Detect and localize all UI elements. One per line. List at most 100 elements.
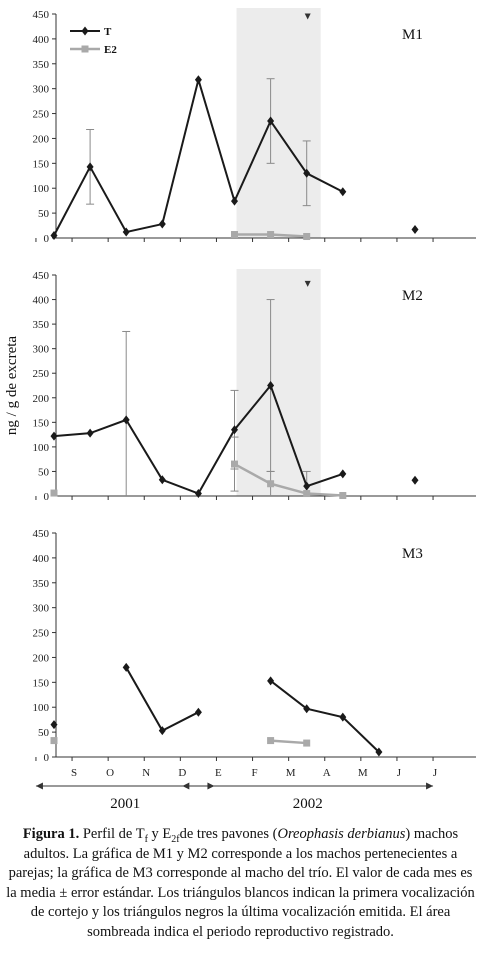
data-point-diamond <box>375 747 383 757</box>
data-point-diamond <box>158 219 166 229</box>
series-line <box>270 739 307 745</box>
data-point-diamond <box>267 676 275 686</box>
data-point-diamond <box>411 475 419 485</box>
data-point-square <box>231 231 238 239</box>
y-tick-label: 100 <box>33 183 50 195</box>
figure-chart: 050100150200250300350400450M1TE205010015… <box>4 8 476 812</box>
x-tick-label: J <box>433 767 438 779</box>
x-tick-label: M <box>286 767 296 779</box>
x-tick-label: D <box>178 767 186 779</box>
data-point-diamond <box>122 662 130 672</box>
caption-species: Oreophasis derbianus <box>277 826 406 842</box>
data-point-diamond <box>50 720 58 730</box>
y-tick-label: 150 <box>33 677 50 689</box>
x-tick-label: M <box>358 767 368 779</box>
legend: T E2 <box>70 26 117 56</box>
data-point-diamond <box>194 75 202 85</box>
series-t <box>50 299 419 499</box>
data-point-square <box>50 489 58 497</box>
data-point-square <box>267 737 275 745</box>
data-point-diamond <box>267 116 275 126</box>
data-point-diamond <box>303 704 311 714</box>
y-tick-label: 250 <box>33 628 50 640</box>
y-tick-label: 50 <box>38 727 50 739</box>
y-tick-label: 350 <box>33 319 50 331</box>
y-tick-label: 0 <box>44 491 50 503</box>
data-point-diamond <box>122 227 130 237</box>
data-point-square <box>267 480 275 488</box>
year-label: 2002 <box>293 796 323 812</box>
y-tick-label: 300 <box>33 84 50 96</box>
data-point-diamond <box>86 428 94 438</box>
x-tick-label: N <box>142 767 150 779</box>
data-point-diamond <box>86 162 94 172</box>
caption-label: Figura 1. <box>22 826 80 842</box>
legend-label-t: T <box>104 26 112 38</box>
data-point-square <box>267 231 275 239</box>
y-tick-label: 150 <box>33 417 50 429</box>
y-tick-label: 400 <box>33 295 50 307</box>
data-point-square <box>50 737 58 745</box>
panel-label: M3 <box>402 546 423 562</box>
x-tick-label: A <box>323 767 331 779</box>
caption-subscript-2: 2f <box>171 833 180 845</box>
y-tick-label: 250 <box>33 368 50 380</box>
caption-text-3: de tres pavones ( <box>179 826 278 842</box>
data-point-diamond <box>339 187 347 197</box>
data-point-diamond <box>50 231 58 241</box>
y-tick-label: 0 <box>44 752 50 764</box>
data-point-square <box>303 490 311 498</box>
data-point-square <box>303 233 311 241</box>
data-point-diamond <box>194 489 202 499</box>
x-tick-label: J <box>397 767 402 779</box>
x-tick-label: O <box>106 767 114 779</box>
year-arrow-head-right <box>426 782 434 790</box>
year-label: 2001 <box>110 796 140 812</box>
data-point-diamond <box>158 475 166 485</box>
shaded-reproductive-period <box>236 8 321 238</box>
data-point-diamond <box>158 726 166 736</box>
y-tick-label: 350 <box>33 578 50 590</box>
data-point-diamond <box>303 168 311 178</box>
y-tick-label: 100 <box>33 442 50 454</box>
figure-caption: Figura 1. Perfil de Tf y E2fde tres pavo… <box>6 825 475 942</box>
legend-marker-e2 <box>81 45 89 53</box>
series-line <box>53 79 200 236</box>
y-tick-label: 450 <box>33 528 50 540</box>
shaded-reproductive-period <box>236 269 321 496</box>
panel-label: M1 <box>402 27 423 43</box>
y-tick-label: 50 <box>38 208 50 220</box>
data-point-diamond <box>303 481 311 491</box>
data-point-diamond <box>411 225 419 235</box>
series-line <box>233 462 343 497</box>
data-point-diamond <box>267 381 275 390</box>
y-tick-label: 50 <box>38 466 50 478</box>
panel-m2: 0 50 100 150 200 250 300 350 400 450 M2 ng / g de e… <box>4 269 476 503</box>
y-tick-label: 300 <box>33 344 50 356</box>
panel-m1: 0 50 100 150 200 250 300 350 400 450 M1 T E2 <box>33 8 476 245</box>
data-point-diamond <box>122 415 130 425</box>
data-point-diamond <box>339 712 347 722</box>
series-line <box>269 680 380 753</box>
series-t <box>50 75 419 241</box>
y-tick-label: 400 <box>33 34 50 46</box>
data-point-diamond <box>231 196 238 206</box>
y-tick-label: 250 <box>33 109 50 121</box>
data-point-diamond <box>231 425 238 435</box>
x-tick-label: S <box>71 767 77 779</box>
data-point-diamond <box>50 431 58 441</box>
data-point-square <box>231 460 238 468</box>
y-tick-label: 200 <box>33 652 50 664</box>
legend-marker-t <box>81 26 89 36</box>
x-tick-label: E <box>215 767 222 779</box>
year-axis: 2001 2002 <box>35 782 434 812</box>
triangle-marker <box>304 280 311 287</box>
x-tick-label: F <box>251 767 257 779</box>
panel-m3: 0 50 100 150 200 250 300 350 400 450 M3 S O N D E F M A M J J <box>33 528 476 779</box>
caption-subscript-1: f <box>144 833 148 845</box>
data-point-diamond <box>194 707 202 717</box>
series-t <box>50 662 383 757</box>
caption-text-2: y E <box>147 826 172 842</box>
data-point-square <box>303 739 311 747</box>
y-tick-label: 300 <box>33 603 50 615</box>
